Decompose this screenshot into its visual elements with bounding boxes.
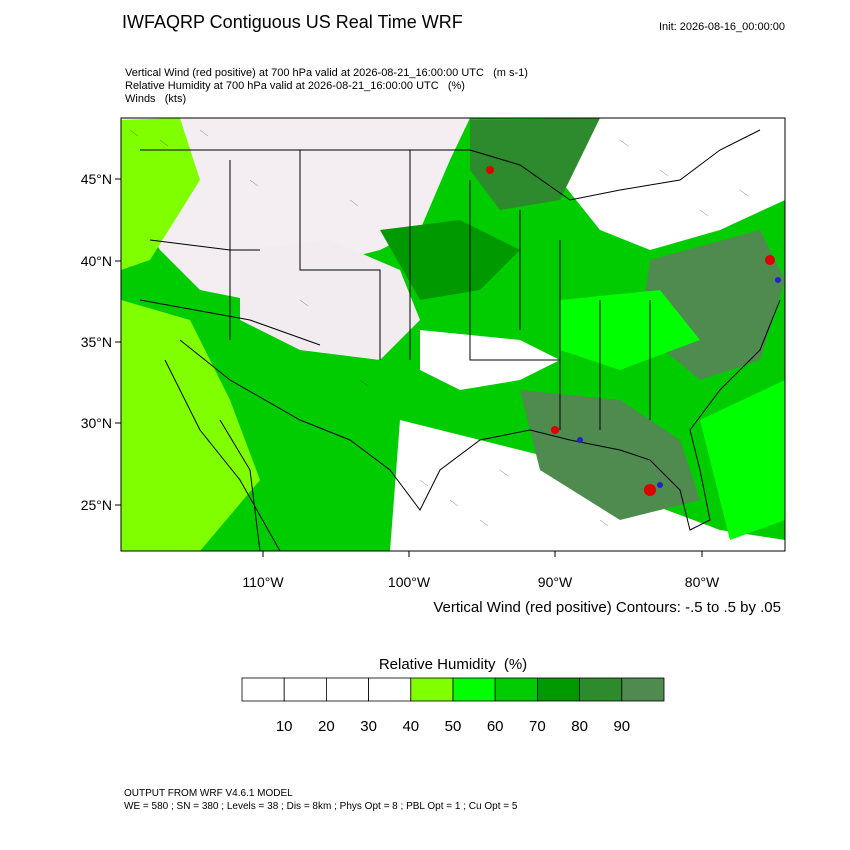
colorbar-box (537, 677, 581, 702)
lon-label: 90°W (538, 574, 573, 590)
map-field (121, 118, 785, 551)
field-label: Winds (kts) (125, 93, 186, 105)
footer-line: WE = 580 ; SN = 380 ; Levels = 38 ; Dis … (124, 801, 518, 812)
colorbar-box (368, 677, 412, 702)
field-label: Relative Humidity at 700 hPa valid at 20… (125, 80, 465, 92)
colorbar-label: 60 (487, 718, 504, 735)
colorbar-label: 90 (613, 718, 630, 735)
title: IWFAQRP Contiguous US Real Time WRF (122, 12, 463, 32)
colorbar-label: 70 (529, 718, 546, 735)
colorbar-title: Relative Humidity (%) (379, 656, 527, 673)
axis-labels: 45°N 40°N 35°N 30°N 25°N 110°W 100°W 90°… (81, 171, 720, 590)
contour-note: Vertical Wind (red positive) Contours: -… (433, 599, 781, 616)
colorbar-box (621, 677, 665, 702)
colorbar-label: 10 (276, 718, 293, 735)
colorbar-box (579, 677, 623, 702)
colorbar-label: 50 (445, 718, 462, 735)
colorbar: 10 20 30 40 50 60 70 80 90 (241, 677, 665, 735)
lon-label: 110°W (242, 574, 284, 590)
lat-label: 35°N (81, 334, 112, 350)
colorbar-label: 20 (318, 718, 335, 735)
lat-label: 45°N (81, 171, 112, 187)
colorbar-box (325, 677, 369, 702)
field-label: Vertical Wind (red positive) at 700 hPa … (125, 67, 528, 79)
footer-line: OUTPUT FROM WRF V4.6.1 MODEL (124, 788, 293, 799)
colorbar-label: 80 (571, 718, 588, 735)
colorbar-box (241, 677, 285, 702)
init-time: Init: 2026-08-16_00:00:00 (659, 21, 785, 33)
lon-label: 100°W (388, 574, 431, 590)
map-frame (120, 117, 786, 552)
lat-label: 25°N (81, 497, 112, 513)
lon-label: 80°W (685, 574, 720, 590)
colorbar-box (452, 677, 496, 702)
lat-label: 30°N (81, 415, 112, 431)
colorbar-label: 40 (402, 718, 419, 735)
colorbar-box (494, 677, 538, 702)
colorbar-box (283, 677, 327, 702)
lat-label: 40°N (81, 253, 112, 269)
colorbar-label: 30 (360, 718, 377, 735)
colorbar-box (410, 677, 454, 702)
